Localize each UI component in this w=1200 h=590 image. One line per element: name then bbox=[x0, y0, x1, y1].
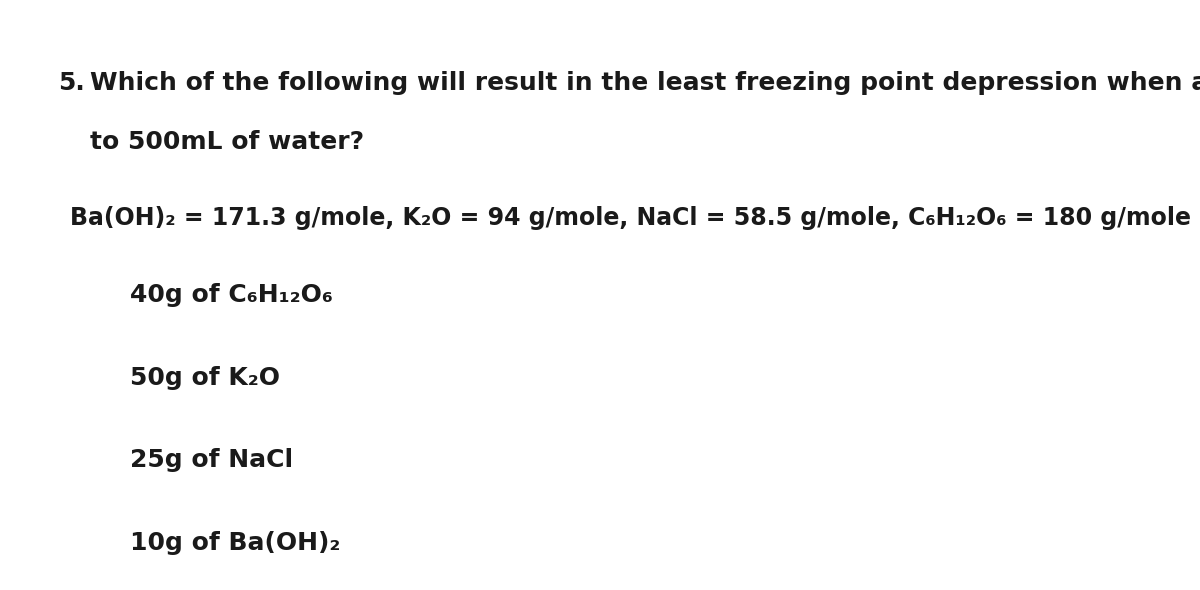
Text: 10g of Ba(OH)₂: 10g of Ba(OH)₂ bbox=[130, 531, 340, 555]
Text: Which of the following will result in the least freezing point depression when a: Which of the following will result in th… bbox=[90, 71, 1200, 95]
Text: 25g of NaCl: 25g of NaCl bbox=[130, 448, 293, 473]
Text: Ba(OH)₂ = 171.3 g/mole, K₂O = 94 g/mole, NaCl = 58.5 g/mole, C₆H₁₂O₆ = 180 g/mol: Ba(OH)₂ = 171.3 g/mole, K₂O = 94 g/mole,… bbox=[70, 206, 1190, 231]
Text: 50g of K₂O: 50g of K₂O bbox=[130, 366, 280, 390]
Text: 40g of C₆H₁₂O₆: 40g of C₆H₁₂O₆ bbox=[130, 283, 332, 307]
Text: 5.: 5. bbox=[58, 71, 84, 95]
Text: to 500mL of water?: to 500mL of water? bbox=[90, 130, 364, 154]
